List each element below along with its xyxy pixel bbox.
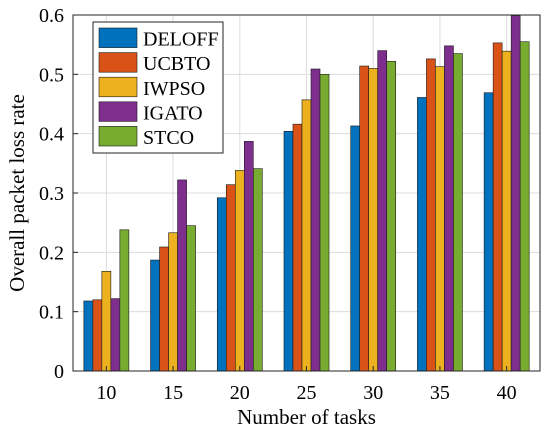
bar-stco <box>119 229 130 372</box>
x-tick-label: 30 <box>363 382 383 404</box>
bar-igato <box>510 15 521 372</box>
legend-swatch-igato <box>98 101 138 122</box>
bar-deloff <box>216 197 227 372</box>
legend-label-igato: IGATO <box>143 102 203 124</box>
x-tick-label: 20 <box>230 382 250 404</box>
x-tick-label: 25 <box>297 382 317 404</box>
x-tick-label: 10 <box>96 382 116 404</box>
x-axis-label: Number of tasks <box>237 405 376 429</box>
bar-iwpso <box>168 232 178 372</box>
bar-deloff <box>350 125 361 372</box>
legend-swatch-stco <box>98 126 138 147</box>
y-tick-label: 0.6 <box>39 5 64 27</box>
bar-stco <box>519 41 530 372</box>
bar-igato <box>177 179 187 372</box>
bar-deloff <box>150 259 160 372</box>
bar-ucbto <box>159 246 169 372</box>
bar-igato <box>377 50 388 372</box>
bar-iwpso <box>101 271 112 372</box>
x-tick-label: 35 <box>430 382 450 404</box>
bar-igato <box>243 141 254 372</box>
bar-iwpso <box>234 170 245 372</box>
bars <box>83 15 530 372</box>
bar-igato <box>310 68 321 372</box>
bar-ucbto <box>492 42 503 372</box>
bar-iwpso <box>368 68 379 372</box>
legend-label-deloff: DELOFF <box>143 29 219 51</box>
x-tick-label: 40 <box>497 382 517 404</box>
legend-swatch-deloff <box>98 27 138 48</box>
bar-stco <box>386 60 397 372</box>
bar-deloff <box>83 300 94 372</box>
y-tick-label: 0.1 <box>39 302 64 324</box>
bar-stco <box>252 168 263 372</box>
legend-label-ucbto: UCBTO <box>143 53 210 75</box>
y-tick-label: 0.5 <box>39 64 64 86</box>
bar-deloff <box>417 97 427 372</box>
legend-label-stco: STCO <box>143 127 194 149</box>
bar-stco <box>186 225 196 372</box>
y-axis-label: Overall packet loss rate <box>5 94 29 292</box>
y-tick-label: 0.2 <box>39 242 64 264</box>
y-tick-label: 0.3 <box>39 183 64 205</box>
bar-ucbto <box>92 299 103 372</box>
legend-swatch-ucbto <box>98 52 138 73</box>
bar-iwpso <box>435 66 445 372</box>
bar-iwpso <box>501 50 512 372</box>
bar-stco <box>319 74 330 372</box>
bar-deloff <box>483 92 494 372</box>
bar-ucbto <box>359 65 370 372</box>
bar-deloff <box>283 130 294 372</box>
y-tick-label: 0.4 <box>39 124 64 146</box>
x-tick-label: 15 <box>163 382 183 404</box>
axis-ticks: 0 0.1 0.2 0.3 0.4 0.5 0.6 10 15 20 25 30 35 40 <box>39 5 517 404</box>
bar-ucbto <box>292 123 303 372</box>
bar-ucbto <box>426 58 436 372</box>
bar-iwpso <box>301 99 312 372</box>
bar-igato <box>444 45 454 372</box>
legend-swatch-iwpso <box>98 76 138 98</box>
y-tick-label: 0 <box>54 361 64 383</box>
legend-label-iwpso: IWPSO <box>143 78 205 100</box>
bar-ucbto <box>225 184 236 372</box>
bar-stco <box>453 53 463 372</box>
bar-igato <box>110 298 121 372</box>
